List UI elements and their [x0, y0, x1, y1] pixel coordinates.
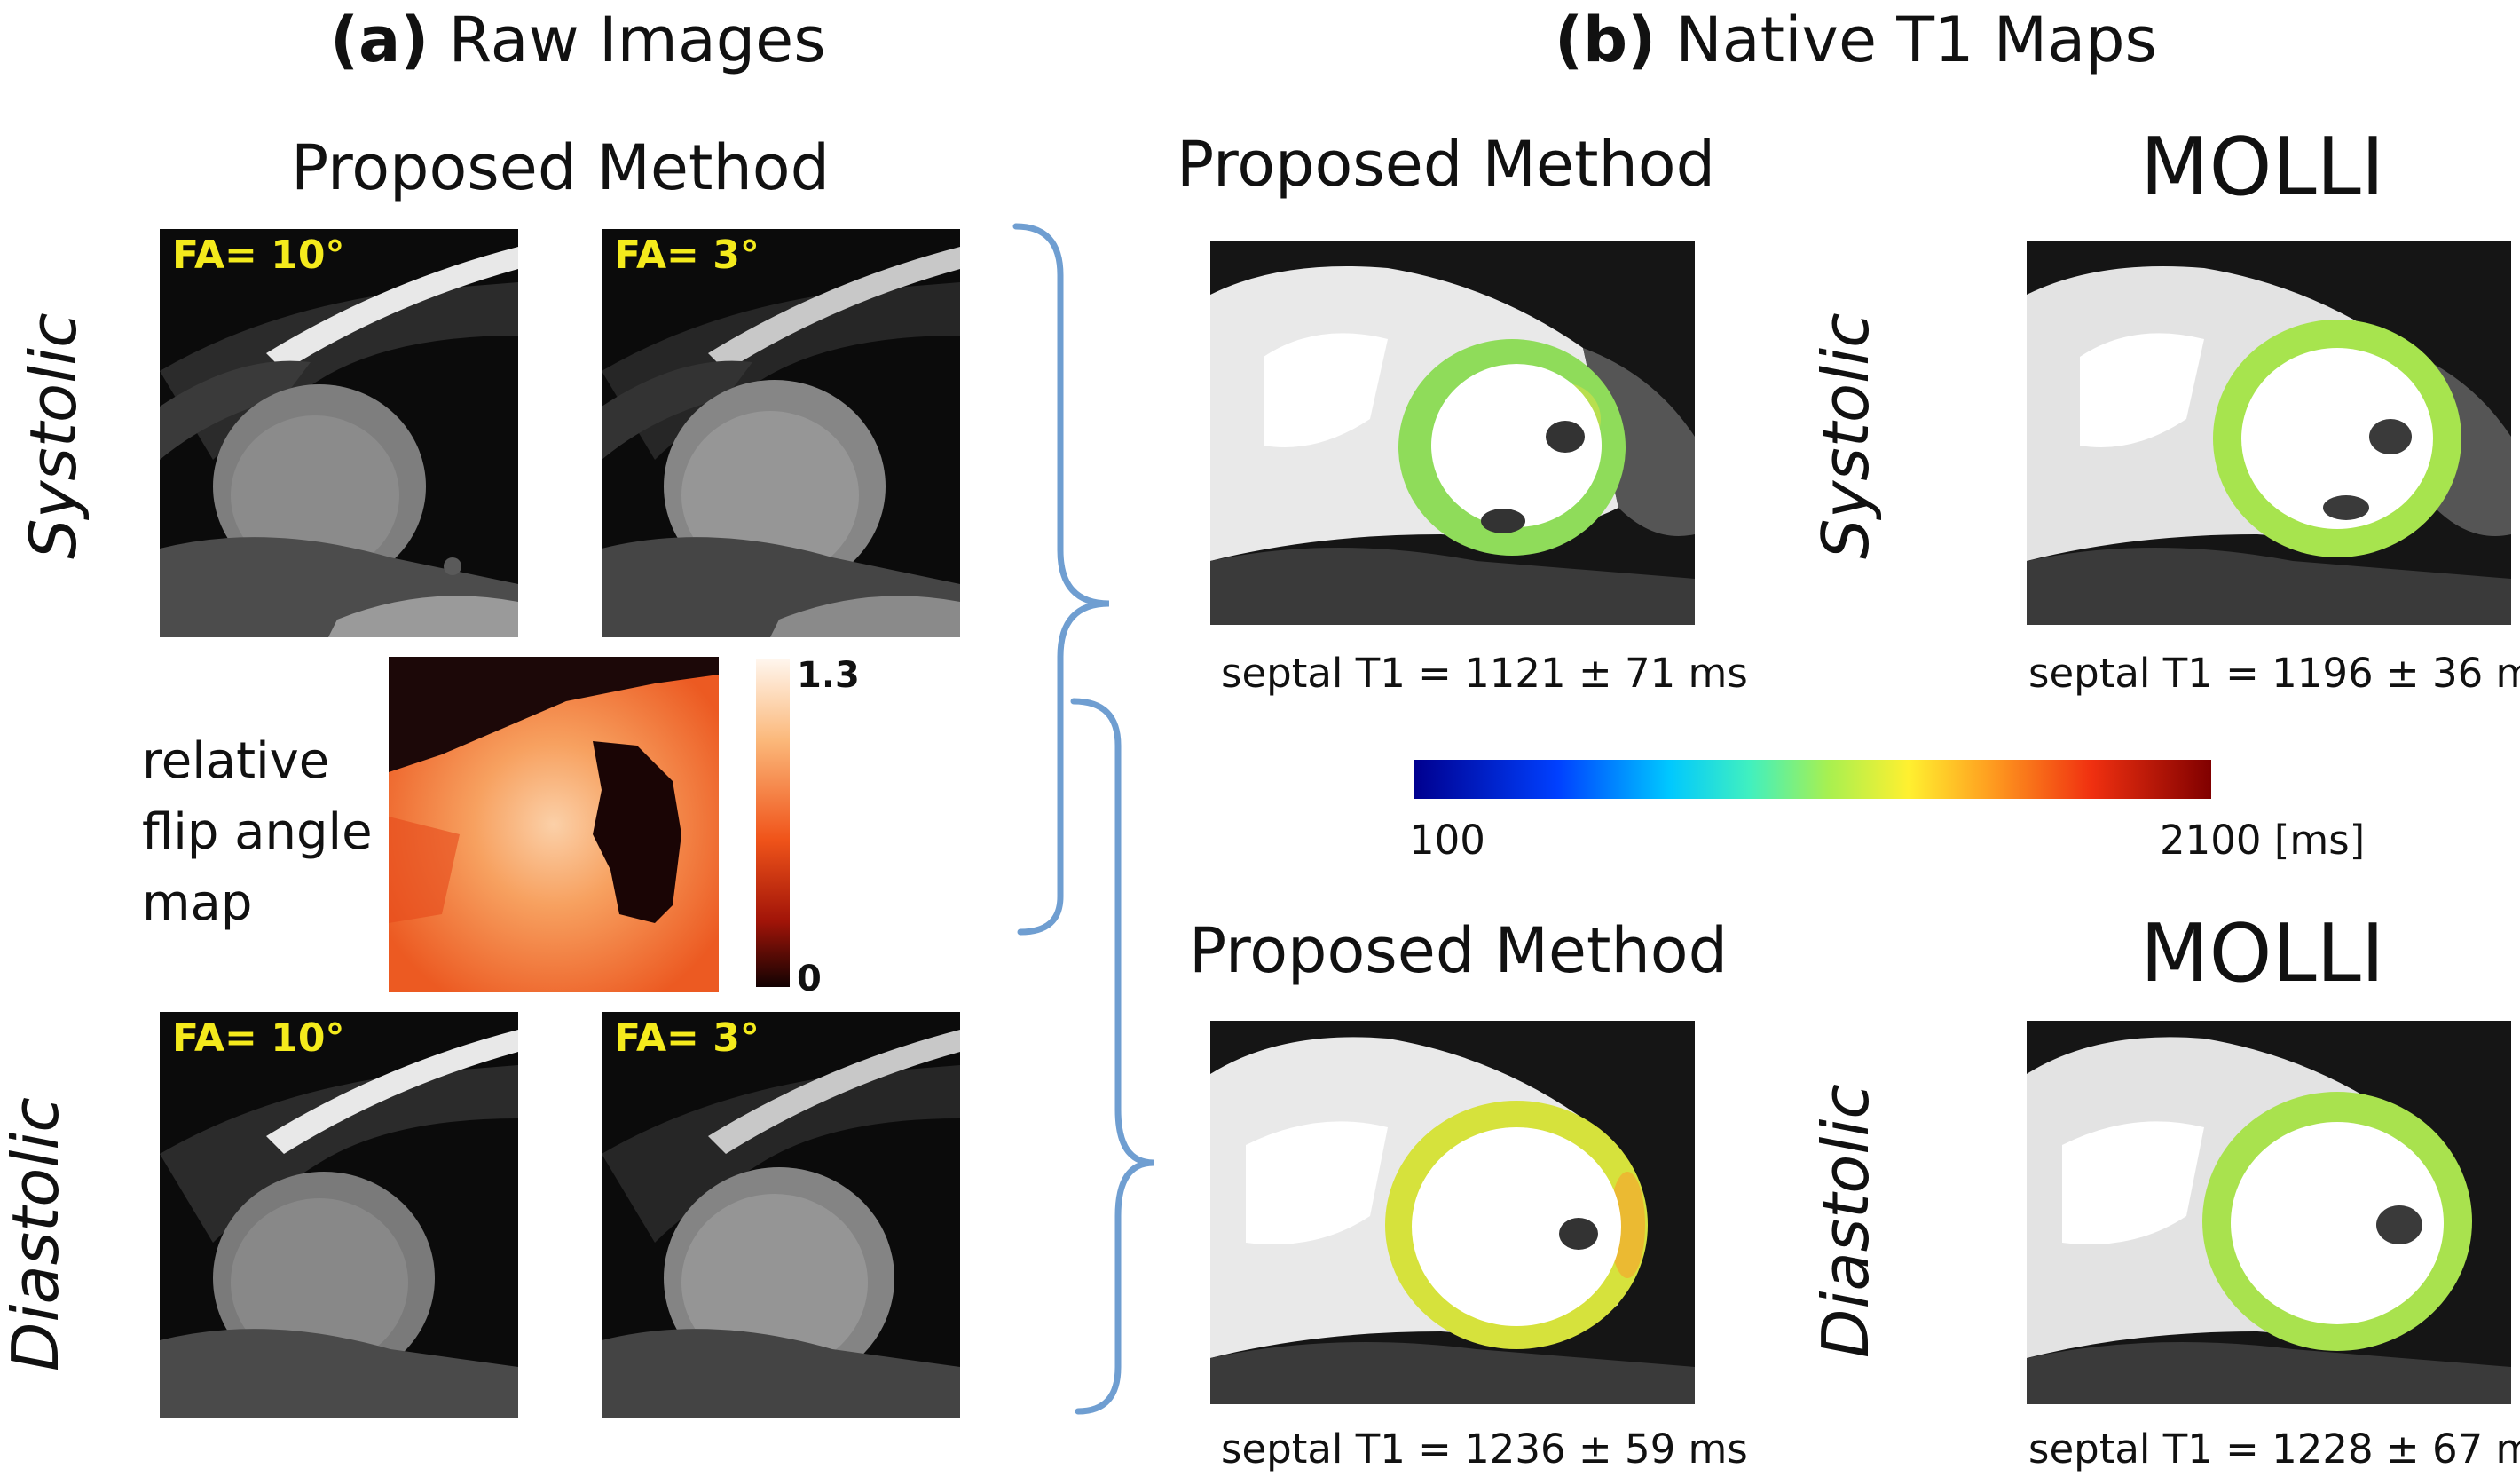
panel-a-title: Raw Images [448, 4, 826, 76]
panel-a-prefix: (a) [330, 4, 429, 76]
method-molli-top: MOLLI [2140, 121, 2385, 214]
panel-b-prefix: (b) [1555, 4, 1657, 76]
t1-map-diastolic-proposed [1210, 1021, 1695, 1404]
method-proposed-top: Proposed Method [1177, 128, 1716, 201]
row-label-systolic-a: Systolic [16, 312, 91, 559]
t1-colorbar-max: 2100 [ms] [2160, 817, 2366, 864]
bracket-systolic [1012, 223, 1110, 936]
flip-colorbar-min: 0 [797, 959, 822, 999]
t1-colorbar-min: 100 [1409, 817, 1485, 864]
row-label-diastolic-b: Diastolic [1808, 1084, 1883, 1358]
raw-image-systolic-fa10: FA= 10° [160, 229, 518, 637]
flip-colorbar-max: 1.3 [797, 655, 860, 696]
method-molli-bottom: MOLLI [2140, 907, 2385, 1000]
flip-map-label: relative flip angle map [142, 726, 373, 939]
panel-a-method-title: Proposed Method [291, 131, 831, 204]
t1-colorbar [1414, 760, 2211, 799]
t1-map-diastolic-molli [2027, 1021, 2511, 1404]
caption-systolic-molli: septal T1 = 1196 ± 36 ms [2028, 650, 2520, 697]
caption-diastolic-molli: septal T1 = 1228 ± 67 ms [2028, 1426, 2520, 1473]
panel-b-title: Native T1 Maps [1675, 4, 2157, 76]
caption-systolic-proposed: septal T1 = 1121 ± 71 ms [1221, 650, 1748, 697]
row-label-systolic-b: Systolic [1808, 312, 1883, 559]
bracket-connectors [1012, 223, 1154, 1415]
panel-a-heading: (a) Raw Images [330, 4, 826, 76]
caption-diastolic-proposed: septal T1 = 1236 ± 59 ms [1221, 1426, 1748, 1473]
fa-label-systolic-low: FA= 3° [614, 233, 760, 278]
flip-angle-map [389, 657, 719, 992]
t1-map-systolic-molli [2027, 241, 2511, 625]
flip-colorbar [756, 659, 790, 987]
fa-label-systolic-high: FA= 10° [172, 233, 345, 278]
flip-map-label-line2: flip angle [142, 803, 373, 861]
fa-label-diastolic-low: FA= 3° [614, 1015, 760, 1061]
raw-image-systolic-fa3: FA= 3° [602, 229, 960, 637]
bracket-diastolic [1070, 698, 1154, 1415]
method-proposed-bottom: Proposed Method [1189, 914, 1729, 987]
raw-image-diastolic-fa10: FA= 10° [160, 1012, 518, 1418]
flip-map-label-line3: map [142, 874, 253, 932]
fa-label-diastolic-high: FA= 10° [172, 1015, 345, 1061]
t1-map-systolic-proposed [1210, 241, 1695, 625]
row-label-diastolic-a: Diastolic [0, 1097, 73, 1371]
flip-map-label-line1: relative [142, 732, 330, 790]
panel-b-heading: (b) Native T1 Maps [1555, 4, 2157, 76]
raw-image-diastolic-fa3: FA= 3° [602, 1012, 960, 1418]
